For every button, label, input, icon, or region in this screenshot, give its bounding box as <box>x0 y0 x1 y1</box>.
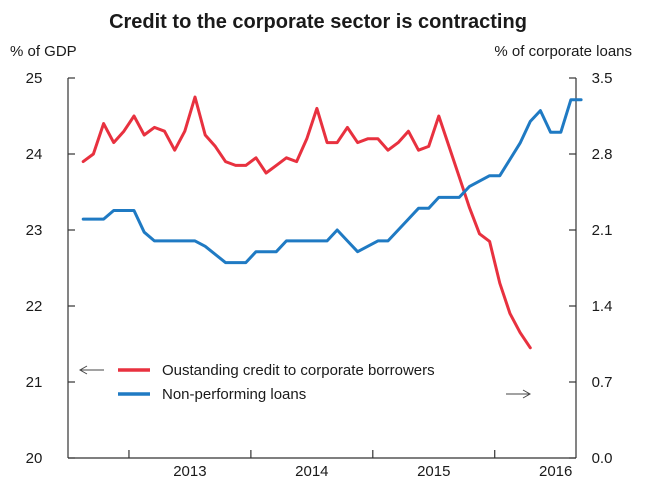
chart-title: Credit to the corporate sector is contra… <box>109 11 527 33</box>
legend-label-2: Non-performing loans <box>162 386 306 403</box>
x-tick-label: 2016 <box>539 463 572 480</box>
x-tick-label: 2015 <box>417 463 450 480</box>
x-axis-ticks: 2013 2014 2015 2016 <box>128 450 572 480</box>
left-tick-label: 21 <box>26 374 43 391</box>
axis-arrows <box>78 365 532 399</box>
right-tick-label: 0.7 <box>592 374 613 391</box>
left-tick-label: 24 <box>26 146 43 163</box>
series-line-1 <box>81 95 532 350</box>
legend: Oustanding credit to corporate borrowers… <box>118 362 435 403</box>
right-tick-label: 0.0 <box>592 450 613 467</box>
left-tick-label: 25 <box>26 70 43 87</box>
series-layer <box>81 95 583 350</box>
x-tick-label: 2014 <box>295 463 328 480</box>
right-tick-label: 3.5 <box>592 70 613 87</box>
left-tick-label: 23 <box>26 222 43 239</box>
left-tick-label: 22 <box>26 298 43 315</box>
right-axis-unit: % of corporate loans <box>494 43 632 60</box>
right-tick-label: 1.4 <box>592 298 613 315</box>
legend-label-1: Oustanding credit to corporate borrowers <box>162 362 435 379</box>
series-line-2 <box>81 98 583 265</box>
left-axis-arrow-icon <box>78 365 104 375</box>
right-axis-ticks: 0.0 0.7 1.4 2.1 2.8 3.5 <box>569 70 612 467</box>
x-tick-label: 2013 <box>173 463 206 480</box>
right-axis-arrow-icon <box>506 389 532 399</box>
left-tick-label: 20 <box>26 450 43 467</box>
left-axis-unit: % of GDP <box>10 43 77 60</box>
right-tick-label: 2.8 <box>592 146 613 163</box>
left-axis-ticks: 20 21 22 23 24 25 <box>26 70 75 467</box>
right-tick-label: 2.1 <box>592 222 613 239</box>
